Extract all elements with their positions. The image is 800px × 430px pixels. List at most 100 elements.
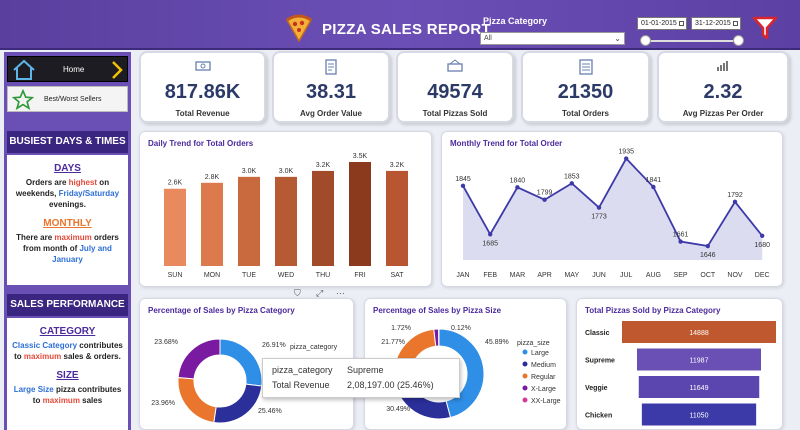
home-nav-button[interactable]: Home [7,56,128,82]
tooltip-key: pizza_category [272,365,333,375]
donut-slice [213,383,263,424]
calendar-icon[interactable] [733,21,738,26]
chevron-right-icon [112,61,123,79]
slice-data-label: 30.49% [386,406,410,413]
data-point [542,197,547,202]
end-date-input[interactable]: 31-12-2015 [691,17,741,30]
date-slider-start-handle[interactable] [640,35,651,46]
size-sales-title: Percentage of Sales by Pizza Size [373,306,502,315]
category-sales-title: Percentage of Sales by Pizza Category [148,306,295,315]
x-tick-label: SAT [390,272,404,279]
x-tick-label: JAN [456,272,469,279]
date-slider-end-handle[interactable] [733,35,744,46]
kpi-value: 38.31 [305,81,357,103]
home-icon [13,59,35,80]
bar-data-label: 3.2K [316,162,331,169]
bar [641,403,757,426]
order-list-icon [578,59,593,75]
kpi-label: Avg Pizzas Per Order [682,109,764,118]
bar [201,182,223,266]
date-range-slider[interactable] [645,40,738,42]
best-worst-sellers-nav-button[interactable]: Best/Worst Sellers [7,86,128,112]
bar-data-label: 3.0K [242,168,257,175]
best-worst-sellers-label: Best/Worst Sellers [44,96,102,103]
bar [164,188,186,266]
x-tick-label: AUG [646,272,661,279]
daily-trend-title: Daily Trend for Total Orders [148,139,254,148]
pizzas-sold-card: Total Pizzas Sold by Pizza Category 1488… [576,298,783,430]
calendar-icon[interactable] [679,21,684,26]
x-tick-label: TUE [242,272,256,279]
data-point [760,233,765,238]
sales-performance-panel: CATEGORY Classic Category contributes to… [7,318,128,430]
x-tick-label: JUL [620,272,633,279]
more-options-icon[interactable]: ··· [336,288,345,298]
sales-performance-heading: SALES PERFORMANCE [7,294,128,316]
point-data-label: 1646 [700,252,716,259]
x-tick-label: FEB [483,272,497,279]
kpi-total-pizzas-sold: 49574 Total Pizzas Sold [396,51,514,123]
clear-filter-icon[interactable] [752,15,778,41]
legend-marker [522,361,528,367]
category-subheading: CATEGORY [39,326,96,337]
bar [386,170,408,266]
monthly-trend-title: Monthly Trend for Total Order [450,139,563,148]
x-tick-label: SEP [674,272,688,279]
bar [622,321,776,343]
bar-chart-icon [717,61,728,71]
kpi-label: Total Pizzas Sold [422,109,488,118]
data-point [678,239,683,244]
legend-label: Regular [531,374,556,381]
point-data-label: 1840 [510,177,526,184]
data-point [651,184,656,190]
slice-data-label: 23.96% [151,400,175,407]
tooltip-value: Supreme [347,365,384,375]
bar [638,376,760,398]
x-tick-label: WED [278,272,294,279]
report-title: PIZZA SALES REPORT [322,21,492,38]
bar-data-label: 11987 [690,358,709,365]
x-tick-label: NOV [727,272,743,279]
slice-data-label: 45.89% [485,339,509,346]
kpi-label: Total Orders [562,109,609,118]
daily-trend-card: Daily Trend for Total Orders 2.6K SUN 2.8K… [139,131,432,287]
bar [349,162,371,266]
slice-data-label: 21.77% [381,339,405,346]
receipt-icon [325,59,337,75]
x-tick-label: JUN [592,272,606,279]
x-tick-label: OCT [700,272,716,279]
chevron-down-icon: ⌄ [614,34,621,43]
monthly-trend-chart: 1845 JAN 1685 FEB 1840 MAR 1799 APR 1853 MAY 1773 J… [455,149,770,279]
end-date-value: 31-12-2015 [695,20,731,27]
bar-data-label: 3.2K [390,162,405,169]
point-data-label: 1841 [646,177,662,184]
point-data-label: 1680 [754,242,770,249]
filter-icon[interactable]: ⛉ [294,288,301,298]
x-tick-label: MON [204,272,220,279]
legend-label: Medium [531,362,556,369]
focus-mode-icon[interactable]: ⤢ [316,288,324,298]
home-label: Home [63,65,85,74]
x-tick-label: MAY [564,272,579,279]
kpi-total-revenue: 817.86K Total Revenue [139,51,266,123]
point-data-label: 1773 [591,214,607,221]
start-date-input[interactable]: 01-01-2015 [637,17,687,30]
bar-data-label: 11050 [690,413,709,420]
category-donut-chart[interactable]: 26.91% 25.46% 23.96% 23.68% pizza_category [140,299,355,430]
days-insight: Orders are highest on weekends, Friday/S… [15,178,120,209]
star-icon [12,89,34,111]
point-data-label: 1792 [727,192,743,199]
area-fill [463,158,763,260]
legend-marker [522,373,528,379]
pizza-category-select[interactable]: All ⌄ [480,32,625,45]
point-data-label: 1853 [564,173,580,180]
bar-data-label: 2.6K [168,180,183,187]
category-sales-card: Percentage of Sales by Pizza Category 26… [139,298,354,430]
pizza-category-label: Pizza Category [483,16,548,26]
y-tick-label: Veggie [585,385,608,392]
busiest-days-panel: DAYS Orders are highest on weekends, Fri… [7,155,128,285]
data-point [624,156,629,161]
bar [637,348,761,371]
pizza-category-value: All [484,35,492,42]
size-subheading: SIZE [56,370,79,381]
